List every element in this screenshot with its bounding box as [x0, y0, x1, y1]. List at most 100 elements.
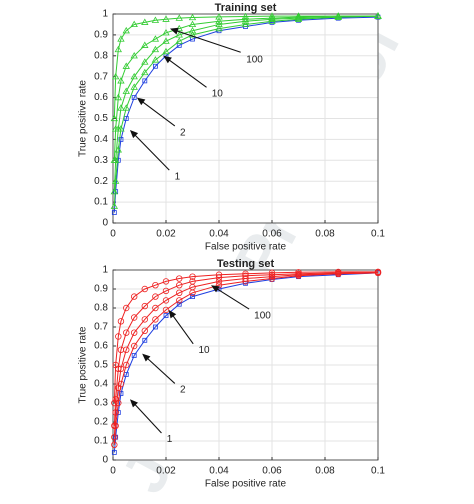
marker-circle [162, 287, 170, 295]
y-tick-label: 1 [102, 9, 108, 20]
y-tick-label: 0.1 [94, 436, 108, 447]
marker-triangle [130, 51, 138, 59]
marker-circle [111, 434, 118, 441]
marker-circle [141, 316, 148, 323]
marker-circle [295, 269, 302, 276]
marker-circle [112, 409, 119, 416]
marker-triangle [241, 12, 250, 20]
marker-triangle [268, 17, 276, 24]
annotation-label: 1 [167, 434, 173, 445]
marker-square [111, 449, 117, 455]
marker-triangle [162, 29, 170, 36]
marker-square [118, 136, 124, 142]
marker-circle [130, 329, 138, 336]
marker-triangle [110, 202, 119, 209]
annotation-label: 10 [212, 89, 224, 100]
marker-circle [111, 422, 118, 429]
marker-square [142, 337, 148, 343]
marker-circle [141, 327, 148, 334]
annotation-label: 2 [180, 385, 186, 396]
series-line [113, 15, 378, 119]
arrow-head [129, 399, 139, 408]
marker-triangle [268, 15, 276, 22]
arrow-head [163, 55, 172, 64]
x-tick-label: 0.1 [371, 466, 385, 477]
marker-square [118, 391, 124, 396]
y-tick-label: 0.8 [94, 303, 108, 314]
marker-triangle [141, 41, 149, 48]
marker-circle [115, 333, 122, 340]
annotation-arrow [133, 403, 162, 434]
x-tick-label: 0.02 [156, 466, 176, 477]
marker-circle [268, 271, 276, 278]
marker-triangle [175, 31, 183, 38]
x-tick-label: 0.08 [315, 466, 335, 477]
series-line [113, 271, 379, 426]
marker-circle [176, 289, 183, 296]
marker-square [111, 210, 117, 215]
x-axis-label: False positive rate [205, 479, 287, 490]
marker-triangle [215, 13, 223, 20]
marker-triangle [294, 14, 303, 21]
marker-square [152, 324, 158, 330]
series-line [113, 271, 378, 404]
marker-triangle [130, 72, 138, 80]
marker-circle [117, 318, 125, 325]
marker-circle [242, 270, 249, 277]
marker-triangle [122, 26, 130, 34]
y-tick-label: 0.2 [94, 417, 108, 428]
marker-triangle [117, 77, 125, 84]
marker-triangle [215, 20, 223, 28]
marker-triangle [111, 125, 120, 132]
marker-triangle [122, 62, 130, 69]
arrow-head [142, 353, 151, 362]
marker-triangle [374, 12, 382, 19]
marker-triangle [110, 156, 119, 163]
marker-triangle [162, 47, 170, 55]
marker-triangle [151, 56, 160, 63]
marker-circle [111, 399, 118, 407]
marker-circle [112, 396, 119, 403]
marker-triangle [151, 16, 160, 23]
marker-circle [189, 278, 196, 285]
marker-triangle [122, 87, 130, 94]
marker-circle [130, 342, 138, 350]
y-tick-label: 0.9 [94, 284, 108, 295]
marker-triangle [188, 26, 197, 34]
series-line [113, 15, 379, 207]
marker-triangle [294, 13, 303, 20]
series-line [113, 272, 379, 438]
marker-triangle [122, 104, 130, 111]
marker-circle [152, 293, 159, 300]
marker-triangle [241, 17, 250, 24]
marker-triangle [294, 15, 303, 22]
y-tick-label: 0.5 [94, 113, 108, 124]
marker-circle [115, 384, 122, 391]
marker-triangle [334, 12, 342, 19]
arrow-head [169, 27, 179, 35]
arrow-head [211, 285, 220, 293]
annotation-label: 100 [246, 54, 263, 65]
marker-circle [268, 269, 276, 277]
annotation-label: 1 [175, 171, 181, 182]
marker-triangle [110, 187, 119, 195]
annotation-arrow [146, 357, 176, 384]
y-axis-label: True positive rate [78, 326, 89, 403]
annotation-label: 100 [254, 311, 271, 322]
marker-circle [123, 304, 130, 312]
marker-triangle [114, 45, 122, 53]
marker-square [176, 301, 182, 307]
y-tick-label: 0.2 [94, 176, 108, 187]
marker-triangle [162, 37, 170, 44]
y-tick-label: 0.7 [94, 322, 108, 333]
annotation-arrow [167, 58, 207, 88]
x-tick-label: 0 [110, 229, 116, 240]
x-tick-label: 0.04 [209, 229, 229, 240]
x-tick-label: 0.06 [262, 466, 282, 477]
chart-title: Testing set [217, 258, 275, 270]
annotation-arrow [175, 29, 241, 53]
annotation-arrow [133, 133, 170, 171]
x-tick-label: 0.1 [371, 229, 385, 240]
x-tick-label: 0.04 [209, 466, 229, 477]
